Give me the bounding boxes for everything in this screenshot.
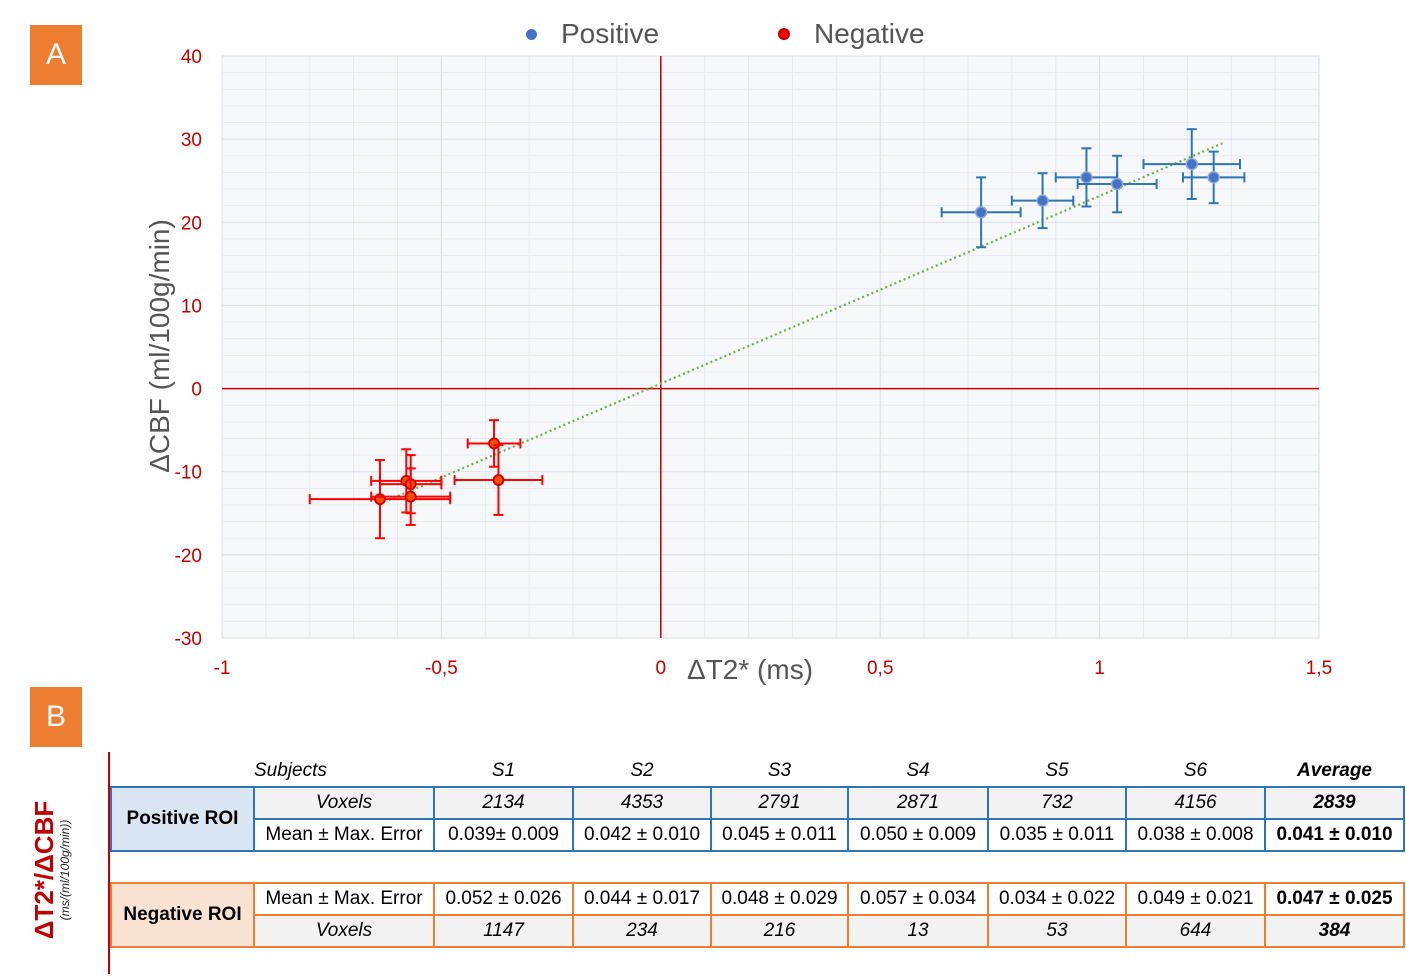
negative-voxels-row: Voxels 1147 234 216 13 53 644 384 — [111, 914, 1405, 948]
x-tick-label: -1 — [214, 658, 231, 679]
y-tick-label: -10 — [175, 463, 202, 484]
data-point-positive — [1110, 177, 1124, 191]
table-cell: 0.034 ± 0.022 — [987, 882, 1127, 916]
table-cell: 1147 — [433, 914, 574, 948]
table-cell: 2791 — [710, 786, 849, 820]
table-cell-average: 384 — [1264, 914, 1405, 948]
table-side-title: ΔT2*/ΔCBF (ms/(ml/100g/min)) — [29, 760, 74, 980]
positive-voxels-row: Positive ROI Voxels 2134 4353 2791 2871 … — [110, 786, 1405, 852]
table-cell: 4156 — [1125, 786, 1266, 820]
x-tick-label: -0,5 — [425, 658, 458, 679]
positive-roi-label: Positive ROI — [110, 786, 255, 852]
negative-mean-row: Negative ROI Mean ± Max. Error 0.052 ± 0… — [110, 882, 1405, 948]
x-axis-title: ΔT2* (ms) — [686, 654, 814, 685]
y-axis-title: ΔCBF (ml/100g/min) — [144, 219, 175, 473]
data-point-negative — [492, 474, 505, 486]
scatter-chart: 40 30 20 10 0 -10 -20 -30 -1 -0,5 0 0,5 1 1,5 — [175, 47, 1333, 679]
positive-mean-row: Mean ± Max. Error 0.039± 0.009 0.042 ± 0… — [111, 818, 1405, 852]
spacer-cell — [111, 851, 1404, 883]
mean-label: Mean ± Max. Error — [253, 882, 435, 916]
table-cell-average: 0.047 ± 0.025 — [1264, 882, 1405, 916]
data-point-positive — [1036, 194, 1049, 207]
legend-negative: Negative — [778, 18, 925, 50]
table-cell: 0.045 ± 0.011 — [710, 818, 849, 852]
table-side-rule — [108, 752, 110, 974]
table-cell: 0.052 ± 0.026 — [433, 882, 574, 916]
positive-marker-icon — [526, 28, 537, 40]
y-tick-label: 0 — [191, 380, 202, 401]
table-cell: 234 — [572, 914, 712, 948]
table-cell: 0.049 ± 0.021 — [1125, 882, 1266, 916]
y-tick-label: 10 — [181, 296, 202, 317]
trendline — [388, 142, 1223, 501]
y-tick-label: -30 — [175, 629, 202, 650]
table-spacer-row — [111, 851, 1404, 883]
table-cell: 0.048 ± 0.029 — [710, 882, 849, 916]
ratio-title: ΔT2*/ΔCBF — [29, 800, 59, 940]
legend-negative-label: Negative — [814, 18, 925, 49]
table-cell: 0.035 ± 0.011 — [987, 818, 1127, 852]
table-cell: 0.038 ± 0.008 — [1125, 818, 1266, 852]
table-cell-average: 2839 — [1264, 786, 1405, 820]
subject-header: S1 — [491, 760, 516, 781]
table-cell: 2871 — [847, 786, 989, 820]
subject-header: S4 — [906, 760, 930, 781]
data-point-negative — [374, 493, 386, 506]
panel-a-label: A — [30, 25, 82, 85]
negative-roi-label: Negative ROI — [110, 882, 255, 948]
plot-area — [221, 55, 1320, 639]
x-tick-label: 0,5 — [867, 658, 893, 679]
average-header: Average — [1297, 760, 1372, 781]
table-cell: 0.050 ± 0.009 — [847, 818, 989, 852]
data-point-positive — [974, 206, 988, 219]
subject-header: S5 — [1045, 760, 1069, 781]
data-point-positive — [1185, 157, 1198, 171]
subjects-header: Subjects — [254, 760, 327, 781]
table-cell: 2134 — [433, 786, 574, 820]
x-tick-label: 1,5 — [1306, 658, 1332, 679]
ratio-unit: (ms/(ml/100g/min)) — [58, 819, 72, 921]
table-cell: 644 — [1125, 914, 1266, 948]
mean-label: Mean ± Max. Error — [253, 818, 435, 852]
table-cell: 0.039± 0.009 — [433, 818, 574, 852]
table-cell: 216 — [710, 914, 849, 948]
table-cell: 0.057 ± 0.034 — [847, 882, 989, 916]
table-header-row: Subjects S1 S2 S3 S4 S5 S6 Average — [111, 756, 1404, 787]
table-cell-average: 0.041 ± 0.010 — [1264, 818, 1405, 852]
voxels-label: Voxels — [253, 786, 435, 820]
ratio-table: Subjects S1 S2 S3 S4 S5 S6 Average Posit… — [110, 756, 1405, 948]
x-tick-label: 1 — [1094, 658, 1105, 679]
legend-positive-label: Positive — [561, 18, 660, 49]
y-tick-label: -20 — [175, 546, 202, 567]
subject-header: S3 — [767, 760, 792, 781]
x-tick-label: 0 — [656, 658, 667, 679]
table-cell: 4353 — [572, 786, 712, 820]
table-cell: 53 — [987, 914, 1127, 948]
y-tick-label: 40 — [181, 47, 202, 68]
panel-b-label: B — [30, 687, 82, 747]
y-tick-label: 20 — [181, 213, 202, 234]
table-cell: 732 — [987, 786, 1127, 820]
table-cell: 0.044 ± 0.017 — [572, 882, 712, 916]
data-point-negative — [404, 490, 417, 503]
y-tick-label: 30 — [181, 130, 202, 151]
subject-header: S2 — [630, 760, 654, 781]
table-cell: 0.042 ± 0.010 — [572, 818, 712, 852]
subject-header: S6 — [1183, 760, 1208, 781]
table-cell: 13 — [847, 914, 989, 948]
voxels-label: Voxels — [253, 914, 435, 948]
data-point-positive — [1080, 171, 1093, 184]
negative-marker-icon — [778, 28, 790, 40]
header-spacer — [111, 756, 254, 787]
data-point-positive — [1207, 171, 1220, 184]
legend-positive: Positive — [526, 18, 659, 50]
